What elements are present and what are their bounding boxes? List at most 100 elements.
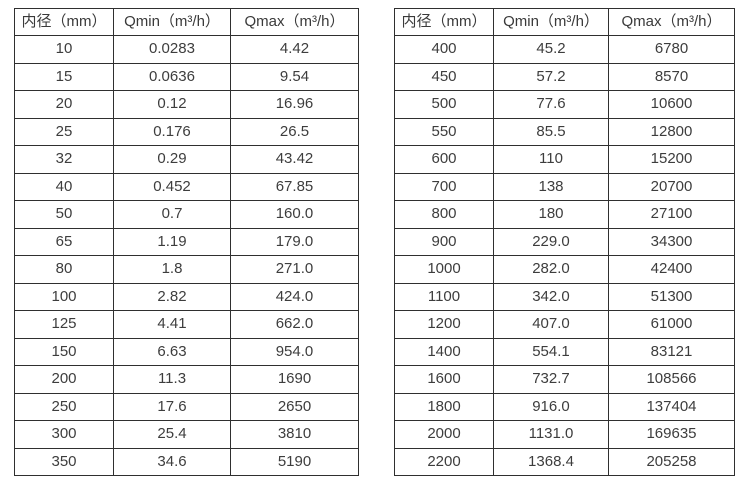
table-row: 40 0.452 67.85 (14, 172, 359, 201)
table-cell: 32 (14, 145, 114, 174)
table-cell: 17.6 (113, 392, 231, 421)
table-cell: 27100 (608, 200, 735, 229)
table-cell: 350 (14, 447, 114, 476)
table-cell: 16.96 (230, 90, 359, 119)
table-cell: 110 (493, 145, 609, 174)
table-cell: 2650 (230, 392, 359, 421)
table-cell: 25.4 (113, 420, 231, 449)
table-cell: 179.0 (230, 227, 359, 256)
header-qmin: Qmin（m³/h） (113, 8, 231, 36)
table-row: 450 57.2 8570 (394, 62, 735, 91)
table-cell: 1800 (394, 392, 494, 421)
table-cell: 15 (14, 62, 114, 91)
flow-rate-table-large-diameters: 内径（mm） Qmin（m³/h） Qmax（m³/h） 400 45.2 6780… (394, 8, 735, 476)
table-cell: 1100 (394, 282, 494, 311)
table-cell: 0.0636 (113, 62, 231, 91)
table-cell: 20 (14, 90, 114, 119)
table-cell: 80 (14, 255, 114, 284)
table-cell: 1.8 (113, 255, 231, 284)
header-qmin: Qmin（m³/h） (493, 8, 609, 36)
table-cell: 424.0 (230, 282, 359, 311)
table-row: 800 180 27100 (394, 200, 735, 229)
table-cell: 169635 (608, 420, 735, 449)
table-cell: 0.0283 (113, 35, 231, 64)
table-cell: 2.82 (113, 282, 231, 311)
table-row: 100 2.82 424.0 (14, 282, 359, 311)
table-cell: 3810 (230, 420, 359, 449)
table-cell: 150 (14, 337, 114, 366)
table-cell: 450 (394, 62, 494, 91)
table-cell: 554.1 (493, 337, 609, 366)
table-cell: 0.452 (113, 172, 231, 201)
table-cell: 42400 (608, 255, 735, 284)
table-cell: 12800 (608, 117, 735, 146)
table-row: 400 45.2 6780 (394, 35, 735, 64)
table-row: 2000 1131.0 169635 (394, 420, 735, 449)
table-cell: 65 (14, 227, 114, 256)
table-row: 500 77.6 10600 (394, 90, 735, 119)
table-cell: 1400 (394, 337, 494, 366)
table-row: 900 229.0 34300 (394, 227, 735, 256)
table-cell: 0.12 (113, 90, 231, 119)
table-row: 125 4.41 662.0 (14, 310, 359, 339)
table-cell: 5190 (230, 447, 359, 476)
table-cell: 77.6 (493, 90, 609, 119)
table-cell: 4.42 (230, 35, 359, 64)
table-cell: 1368.4 (493, 447, 609, 476)
table-cell: 6.63 (113, 337, 231, 366)
table-cell: 2200 (394, 447, 494, 476)
table-cell: 700 (394, 172, 494, 201)
table-row: 1400 554.1 83121 (394, 337, 735, 366)
table-cell: 8570 (608, 62, 735, 91)
table-cell: 229.0 (493, 227, 609, 256)
table-row: 50 0.7 160.0 (14, 200, 359, 229)
table-row: 1000 282.0 42400 (394, 255, 735, 284)
table-cell: 1131.0 (493, 420, 609, 449)
table-row: 250 17.6 2650 (14, 392, 359, 421)
flow-rate-table-small-diameters: 内径（mm） Qmin（m³/h） Qmax（m³/h） 10 0.0283 4.4… (14, 8, 359, 476)
table-cell: 11.3 (113, 365, 231, 394)
table-row: 700 138 20700 (394, 172, 735, 201)
table-row: 80 1.8 271.0 (14, 255, 359, 284)
table-cell: 271.0 (230, 255, 359, 284)
table-cell: 800 (394, 200, 494, 229)
table-cell: 45.2 (493, 35, 609, 64)
table-row: 65 1.19 179.0 (14, 227, 359, 256)
table-row: 1600 732.7 108566 (394, 365, 735, 394)
table-row: 600 110 15200 (394, 145, 735, 174)
table-cell: 10600 (608, 90, 735, 119)
table-cell: 342.0 (493, 282, 609, 311)
table-row: 20 0.12 16.96 (14, 90, 359, 119)
table-cell: 61000 (608, 310, 735, 339)
table-cell: 85.5 (493, 117, 609, 146)
table-cell: 50 (14, 200, 114, 229)
header-inner-diameter: 内径（mm） (394, 8, 494, 36)
table-cell: 4.41 (113, 310, 231, 339)
table-row: 2200 1368.4 205258 (394, 447, 735, 476)
table-row: 15 0.0636 9.54 (14, 62, 359, 91)
table-cell: 400 (394, 35, 494, 64)
table-cell: 43.42 (230, 145, 359, 174)
table-cell: 34300 (608, 227, 735, 256)
table-cell: 2000 (394, 420, 494, 449)
table-cell: 0.176 (113, 117, 231, 146)
header-qmax: Qmax（m³/h） (608, 8, 735, 36)
table-cell: 100 (14, 282, 114, 311)
table-cell: 1000 (394, 255, 494, 284)
table-cell: 916.0 (493, 392, 609, 421)
table-cell: 282.0 (493, 255, 609, 284)
table-cell: 954.0 (230, 337, 359, 366)
table-cell: 15200 (608, 145, 735, 174)
table-cell: 1690 (230, 365, 359, 394)
table-cell: 1200 (394, 310, 494, 339)
table-header-row: 内径（mm） Qmin（m³/h） Qmax（m³/h） (394, 8, 735, 36)
table-cell: 0.29 (113, 145, 231, 174)
table-cell: 10 (14, 35, 114, 64)
table-cell: 1.19 (113, 227, 231, 256)
table-cell: 34.6 (113, 447, 231, 476)
table-cell: 40 (14, 172, 114, 201)
table-cell: 138 (493, 172, 609, 201)
header-qmax: Qmax（m³/h） (230, 8, 359, 36)
table-row: 1800 916.0 137404 (394, 392, 735, 421)
